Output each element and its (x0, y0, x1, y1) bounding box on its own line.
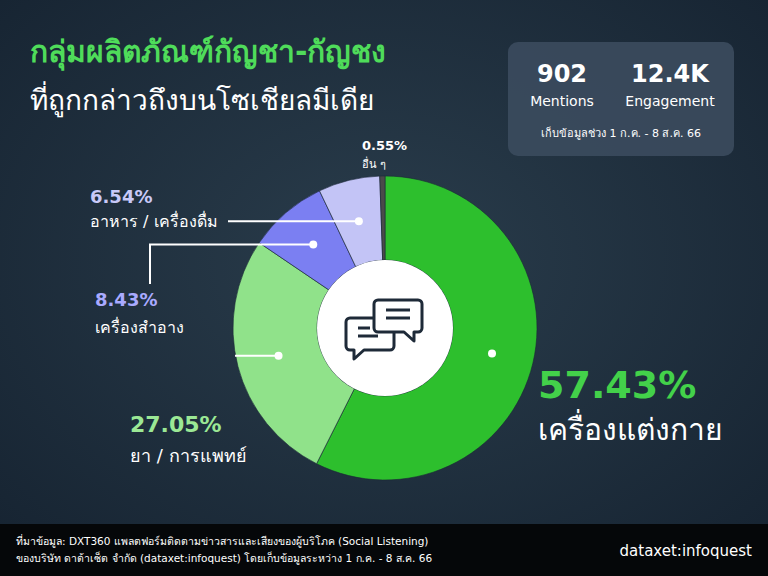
chat-icon (346, 300, 422, 359)
stats-box (508, 42, 734, 156)
data-label: 57.43% (538, 363, 696, 407)
data-label: 6.54% (90, 186, 152, 207)
title: กลุ่มผลิตภัณฑ์กัญชา-กัญชง (30, 34, 386, 71)
background (0, 0, 768, 576)
data-label: 8.43% (95, 289, 157, 310)
leader-line (235, 355, 279, 357)
source: ที่มาข้อมูล: DXT360 แพลตฟอร์มติดตามข่าวส… (16, 534, 428, 548)
period: เก็บข้อมูลช่วง 1 ก.ค. - 8 ส.ค. 66 (541, 126, 701, 140)
category-label: ยา / การแพทย์ (130, 445, 247, 466)
brand: dataxet:infoquest (620, 542, 753, 560)
donut-hole (317, 260, 453, 396)
leader-line (150, 245, 313, 284)
category-label: เครื่องสำอาง (95, 316, 184, 337)
subtitle: ที่ถูกกล่าวถึงบนโซเชียลมีเดีย (30, 81, 374, 118)
stat-label: Mentions (530, 93, 594, 109)
stat-value: 12.4K (631, 60, 710, 88)
stat-value: 902 (537, 60, 587, 88)
category-label: เครื่องแต่งกาย (538, 409, 723, 447)
category-label: อื่น ๆ (362, 156, 387, 171)
leader-line (228, 220, 359, 222)
data-label: 0.55% (362, 138, 407, 153)
stat-label: Engagement (625, 93, 715, 109)
bubble-lines (358, 310, 410, 336)
bubble (374, 300, 422, 341)
leader-dot (488, 349, 496, 357)
canvas: กลุ่มผลิตภัณฑ์กัญชา-กัญชงที่ถูกกล่าวถึงบ… (0, 0, 768, 576)
leaders (150, 217, 496, 360)
source: ของบริษัท ดาต้าเซ็ต จำกัด (dataxet:infoq… (16, 551, 432, 565)
footer (0, 524, 768, 576)
data-label: 27.05% (130, 412, 222, 437)
category-label: อาหาร / เครื่องดื่ม (90, 210, 218, 231)
slice (380, 176, 385, 260)
